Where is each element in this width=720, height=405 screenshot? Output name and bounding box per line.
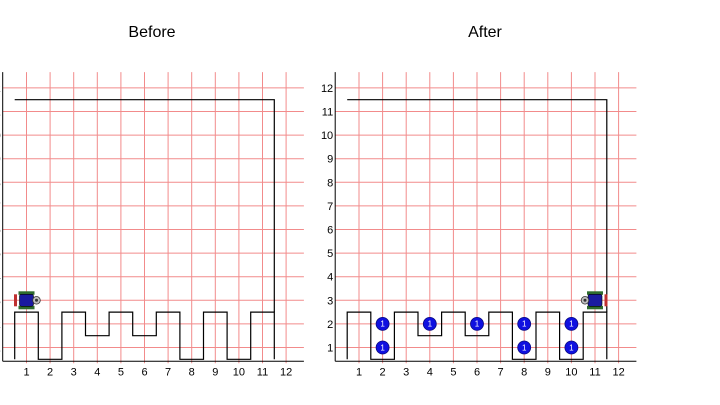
grid [2,72,304,364]
x-tick-label: 5 [118,366,124,378]
y-tick-label: 6 [327,225,333,237]
y-tick-label: 9 [0,154,1,166]
x-tick-label: 9 [212,366,218,378]
beeper-count: 1 [522,343,527,352]
y-tick-label: 7 [0,201,1,213]
y-tick-label: 6 [0,225,1,237]
beeper: 1 [564,316,579,331]
x-tick-label: 1 [23,366,29,378]
x-tick-label: 1 [356,366,362,378]
x-tick-label: 11 [589,366,600,378]
x-tick-label: 12 [280,366,292,378]
beeper: 1 [470,316,484,331]
y-tick-label: 3 [327,295,333,307]
beeper-count: 1 [569,343,574,352]
y-tick-label: 3 [0,295,1,307]
beeper-count: 1 [428,320,433,329]
y-tick-label: 10 [0,130,1,142]
outer-wall [347,99,608,313]
x-tick-label: 10 [565,366,577,378]
floor-wall [346,311,608,360]
beeper: 1 [517,340,532,355]
x-tick-label: 2 [380,366,386,378]
y-tick-label: 12 [321,83,333,95]
y-tick-label: 8 [0,177,1,189]
x-tick-label: 4 [94,366,100,378]
y-tick-label: 5 [327,248,333,260]
x-tick-label: 8 [521,366,527,378]
beeper-count: 1 [380,343,385,352]
beeper: 1 [375,316,390,331]
y-tick-label: 8 [327,177,333,189]
beeper: 1 [375,340,390,355]
x-tick-label: 5 [450,366,456,378]
beeper: 1 [517,316,532,331]
y-tick-label: 4 [327,272,333,284]
floor-wall [14,311,275,360]
robot [580,291,608,310]
beeper-count: 1 [522,320,527,329]
y-tick-label: 5 [0,248,1,260]
beeper-count: 1 [380,320,385,329]
x-tick-label: 7 [498,366,504,378]
y-tick-label: 12 [0,83,1,95]
x-tick-label: 7 [165,366,171,378]
x-tick-label: 3 [71,366,77,378]
y-tick-label: 1 [0,343,1,355]
x-tick-label: 6 [141,366,147,378]
y-tick-label: 11 [322,107,333,119]
x-tick-label: 4 [427,366,433,378]
x-tick-label: 9 [545,366,551,378]
y-tick-label: 2 [0,319,1,331]
y-tick-label: 4 [0,272,1,284]
beeper: 1 [422,316,437,331]
outer-wall [14,99,275,313]
y-tick-label: 10 [321,130,333,142]
x-tick-label: 2 [47,366,53,378]
x-tick-label: 8 [189,366,195,378]
y-tick-label: 2 [327,319,333,331]
beeper-count: 1 [569,320,574,329]
beeper-count: 1 [475,320,480,329]
robot [14,291,41,310]
y-tick-label: 11 [0,107,1,119]
before-title: Before [128,24,176,41]
x-tick-label: 12 [612,366,624,378]
x-tick-label: 10 [233,366,245,378]
y-tick-label: 7 [327,201,333,213]
beeper: 1 [564,340,579,355]
x-tick-label: 3 [403,366,409,378]
y-tick-label: 9 [327,154,333,166]
y-tick-label: 1 [327,343,333,355]
x-tick-label: 11 [257,366,268,378]
after-title: After [468,24,502,41]
x-tick-label: 6 [474,366,480,378]
